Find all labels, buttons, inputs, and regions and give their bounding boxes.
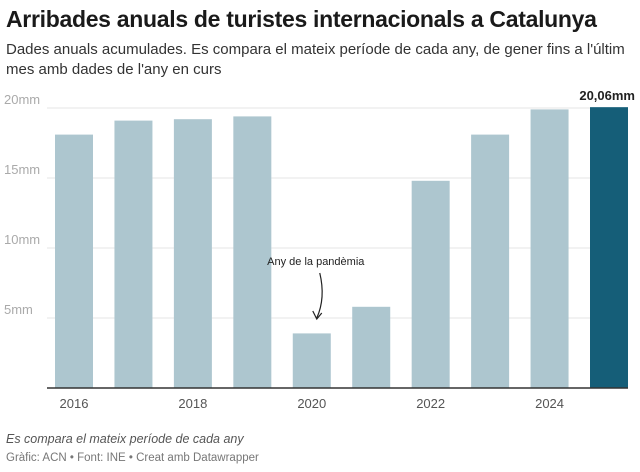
bar-2019 — [233, 116, 272, 389]
y-tick-label: 10mm — [4, 232, 40, 247]
chart-subtitle: Dades anuals acumulades. Es compara el m… — [6, 41, 625, 78]
arrowhead-icon — [312, 310, 323, 321]
x-tick-label: 2016 — [60, 396, 89, 411]
x-tick-label: 2022 — [416, 396, 445, 411]
bar-chart: 5mm 10mm 15mm 20mm 2016 2018 2020 2022 2024 20,06… — [4, 88, 635, 411]
bar-2023 — [471, 134, 510, 388]
bar-2024 — [530, 109, 569, 389]
bar-2017 — [114, 120, 153, 388]
annotation-arrow — [316, 272, 323, 319]
x-tick-label: 2020 — [297, 396, 326, 411]
chart-notes: Es compara el mateix període de cada any — [6, 432, 244, 446]
x-tick-label: 2018 — [178, 396, 207, 411]
y-tick-label: 5mm — [4, 302, 33, 317]
y-tick-label: 15mm — [4, 162, 40, 177]
bar-2018 — [173, 119, 212, 388]
bar-2020 — [292, 333, 331, 388]
bar-2025 — [590, 107, 628, 388]
bar-2022 — [411, 180, 450, 388]
annotation-text: Any de la pandèmia — [267, 256, 365, 268]
x-tick-label: 2024 — [535, 396, 564, 411]
chart-byline: Gràfic: ACN • Font: INE • Creat amb Data… — [6, 452, 259, 464]
data-label: 20,06mm — [579, 88, 635, 103]
bar-2021 — [352, 306, 391, 388]
y-tick-label: 20mm — [4, 92, 40, 107]
chart-title: Arribades anuals de turistes internacion… — [6, 6, 597, 32]
bar-2016 — [55, 134, 93, 388]
